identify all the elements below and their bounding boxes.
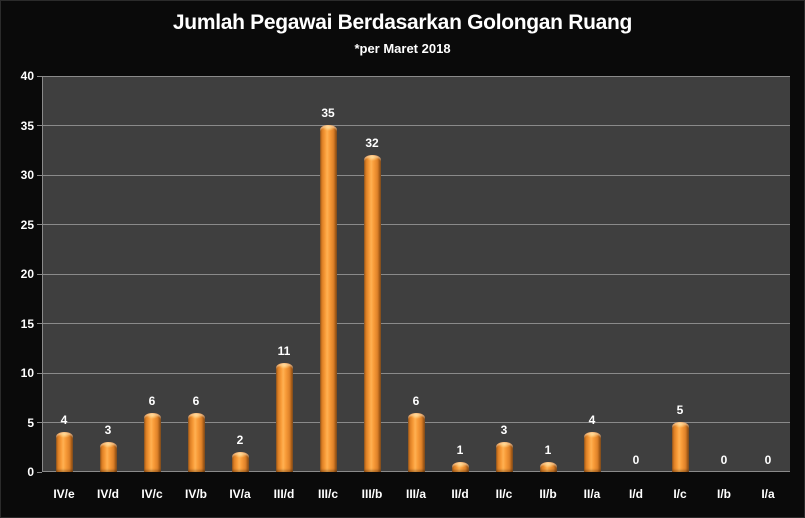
y-axis-label: 40 [20,69,34,83]
bar-value-label: 4 [60,413,68,427]
bar-II-d [452,462,469,472]
bar-cap-highlight [190,414,203,419]
bar-value-label: 6 [412,394,420,408]
bar-value-label: 1 [544,443,552,457]
x-axis-label: III/d [273,487,295,501]
y-axis-label: 0 [27,465,34,479]
bar-value-label: 5 [676,403,684,417]
bar-III-a [408,413,425,472]
y-axis-tick [37,125,42,126]
y-axis-label: 25 [20,217,34,232]
x-axis-label: II/a [583,487,601,501]
y-axis-label: 20 [20,267,34,281]
x-axis-label: III/b [361,487,383,501]
bar-II-c [496,442,513,472]
bar-cap-highlight [454,463,467,468]
bar-value-label: 0 [764,453,772,467]
plot-area [42,75,790,472]
gridline [42,323,790,324]
bar-value-label: 1 [456,443,464,457]
bar-IV-a [232,452,249,472]
bar-IV-b [188,413,205,472]
bar-II-b [540,462,557,472]
x-axis-label: IV/d [96,487,119,501]
x-axis-label: II/d [451,487,469,501]
bar-value-label: 6 [192,394,200,408]
y-axis-label: 15 [20,316,34,331]
x-axis-label: II/b [539,487,557,501]
y-axis-tick [37,422,42,423]
bar-cap-highlight [322,126,335,131]
bar-II-a [584,432,601,472]
bar-cap-highlight [498,443,511,448]
y-axis-label: 10 [20,366,34,380]
x-axis-label: I/b [717,487,731,501]
gridline [42,224,790,225]
bar-value-label: 32 [365,136,379,150]
bar-value-label: 35 [321,106,335,120]
bar-cap-highlight [146,414,159,419]
bar-cap-highlight [410,414,423,419]
bar-cap-highlight [542,463,555,468]
y-axis-tick [37,75,42,77]
x-axis-label: I/a [761,487,775,501]
bar-III-c [320,125,337,472]
chart-subtitle: *per Maret 2018 [354,41,451,56]
y-axis-label: 30 [20,168,34,182]
bar-value-label: 4 [588,413,596,427]
y-axis-tick [37,273,42,275]
bar-cap-highlight [234,453,247,458]
gridline [42,75,790,77]
x-axis-label: IV/b [184,487,207,501]
bar-cap-highlight [674,423,687,428]
y-axis-tick [37,323,42,324]
x-axis-label: I/c [673,487,687,501]
chart-title: Jumlah Pegawai Berdasarkan Golongan Ruan… [172,11,633,34]
bar-IV-d [100,442,117,472]
bar-cap-highlight [586,433,599,438]
y-axis-label: 5 [27,415,34,430]
bar-IV-e [56,432,73,472]
bar-III-b [364,155,381,472]
gridline [42,125,790,126]
gridline [42,273,790,275]
bar-I-c [672,422,689,472]
x-axis-label: IV/c [141,487,163,501]
y-axis-tick [37,471,42,473]
y-axis-tick [37,224,42,225]
x-axis-label: IV/e [53,487,75,501]
y-axis-tick [37,174,42,176]
gridline [42,174,790,176]
bar-value-label: 3 [500,423,508,437]
x-axis-label: I/d [629,487,643,501]
y-axis-tick [37,372,42,374]
bar-cap-highlight [366,156,379,161]
bar-value-label: 2 [236,433,244,447]
y-axis-label: 35 [20,118,34,133]
bar-cap-highlight [102,443,115,448]
x-axis-label: IV/a [229,487,251,501]
bar-IV-c [144,413,161,472]
bar-value-label: 3 [104,423,112,437]
bar-value-label: 0 [720,453,728,467]
bar-cap-highlight [278,364,291,369]
x-axis-label: III/a [405,487,426,501]
x-axis-label: II/c [495,487,513,501]
bar-cap-highlight [58,433,71,438]
bar-value-label: 11 [277,344,291,358]
x-axis-label: III/c [317,487,338,501]
bar-III-d [276,363,293,472]
bar-value-label: 0 [632,453,640,467]
bar-value-label: 6 [148,394,156,408]
gridline [42,372,790,374]
